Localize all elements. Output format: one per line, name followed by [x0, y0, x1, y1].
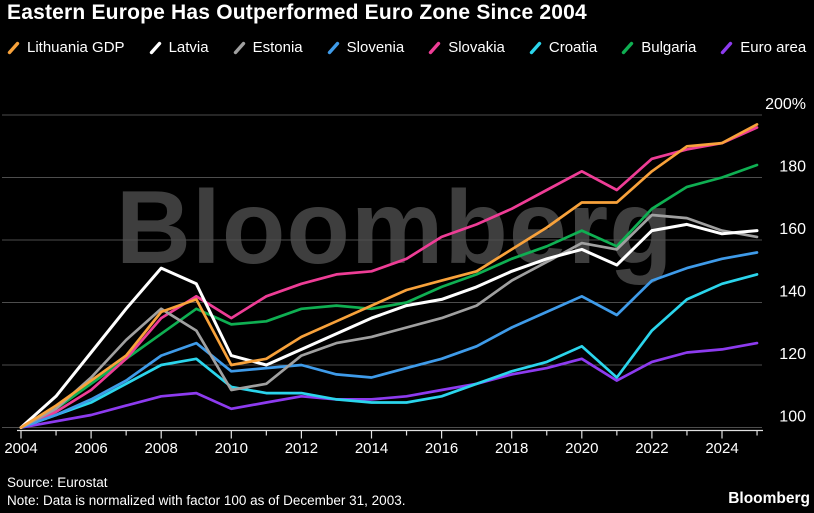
source-text: Source: Eurostat: [7, 475, 108, 490]
legend-item-estonia[interactable]: Estonia: [233, 39, 303, 56]
legend-swatch-lithuania-gdp-icon: [7, 41, 20, 54]
x-tick-label-2010: 2010: [215, 440, 248, 457]
x-tick-label-2004: 2004: [4, 440, 37, 457]
bloomberg-logo: Bloomberg: [728, 490, 810, 507]
y-tick-label-180: 180: [779, 159, 806, 176]
x-tick-label-2016: 2016: [425, 440, 458, 457]
legend-item-slovenia[interactable]: Slovenia: [327, 39, 405, 56]
legend-label: Bulgaria: [641, 39, 697, 56]
legend-item-croatia[interactable]: Croatia: [529, 39, 597, 56]
legend-label: Lithuania GDP: [27, 39, 125, 56]
legend-label: Croatia: [548, 39, 598, 56]
legend-label: Slovakia: [448, 39, 505, 56]
legend-label: Latvia: [168, 39, 209, 56]
legend-item-lithuania-gdp[interactable]: Lithuania GDP: [7, 39, 125, 56]
series-line-lithuania-gdp: [19, 123, 759, 429]
series-line-slovenia: [19, 251, 759, 429]
legend-swatch-croatia-icon: [529, 41, 542, 54]
legend-item-latvia[interactable]: Latvia: [149, 39, 209, 56]
legend-swatch-euro-area-icon: [721, 41, 733, 54]
legend-swatch-bulgaria-icon: [622, 41, 634, 54]
x-tick-label-2014: 2014: [355, 440, 388, 457]
y-tick-label-200: 200%: [765, 96, 806, 113]
y-tick-label-100: 100: [779, 409, 806, 426]
series-line-euro-area: [19, 341, 759, 429]
y-tick-label-160: 160: [779, 221, 806, 238]
legend-swatch-latvia-icon: [149, 41, 161, 54]
legend-swatch-slovenia-icon: [327, 41, 339, 54]
note-text: Note: Data is normalized with factor 100…: [7, 493, 406, 508]
chart-title: Eastern Europe Has Outperformed Euro Zon…: [7, 1, 587, 24]
series-line-slovakia: [19, 126, 759, 429]
series-line-bulgaria: [19, 163, 759, 429]
x-tick-label-2008: 2008: [145, 440, 178, 457]
series-line-estonia: [19, 213, 759, 429]
legend-label: Slovenia: [346, 39, 405, 56]
plot-area[interactable]: [2, 92, 762, 432]
series-line-latvia: [19, 222, 759, 429]
y-tick-label-140: 140: [779, 284, 806, 301]
legend-label: Estonia: [252, 39, 303, 56]
y-tick-label-120: 120: [779, 346, 806, 363]
x-tick-label-2012: 2012: [285, 440, 318, 457]
legend-item-slovakia[interactable]: Slovakia: [428, 39, 505, 56]
legend-item-euro-area[interactable]: Euro area: [720, 39, 806, 56]
x-tick-label-2020: 2020: [565, 440, 598, 457]
series-line-croatia: [19, 273, 759, 429]
x-tick-label-2024: 2024: [705, 440, 738, 457]
x-tick-label-2006: 2006: [74, 440, 107, 457]
legend-label: Euro area: [740, 39, 807, 56]
legend-swatch-slovakia-icon: [428, 41, 441, 54]
legend: Lithuania GDP Latvia Estonia Slovenia Slovak…: [7, 39, 807, 56]
legend-swatch-estonia-icon: [233, 41, 245, 54]
x-tick-label-2022: 2022: [635, 440, 668, 457]
x-tick-label-2018: 2018: [495, 440, 528, 457]
legend-item-bulgaria[interactable]: Bulgaria: [621, 39, 696, 56]
